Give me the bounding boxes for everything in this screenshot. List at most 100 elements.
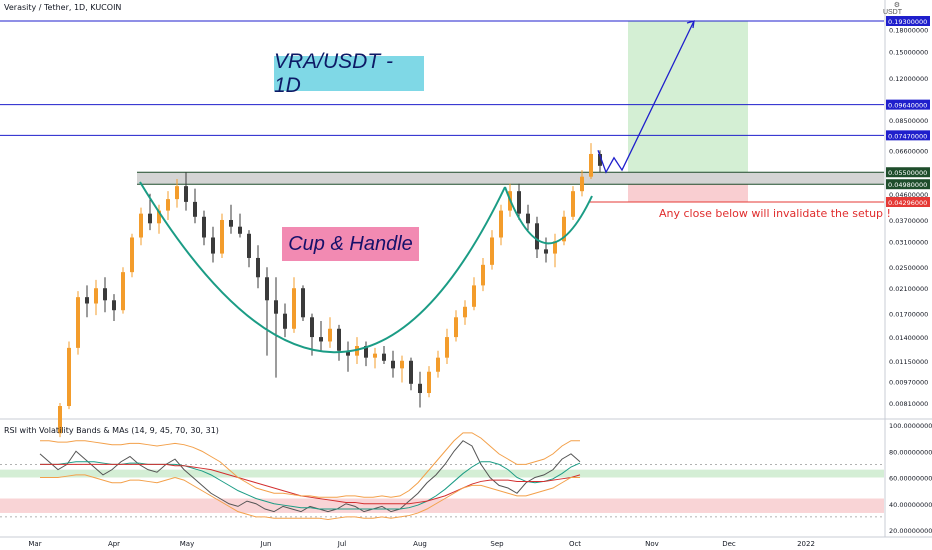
candle: [184, 186, 188, 202]
candle: [319, 337, 323, 342]
candle: [364, 346, 368, 358]
candle: [499, 210, 503, 238]
price-label-text: 0.04980000: [888, 181, 927, 189]
candle: [193, 201, 197, 217]
candle: [67, 347, 71, 407]
price-label-text: 0.09640000: [888, 102, 927, 110]
price-label-text: 0.19300000: [888, 18, 927, 26]
price-tick: 0.08500000: [889, 117, 928, 125]
rsi-tick: 40.00000000: [889, 501, 932, 509]
candle: [103, 288, 107, 301]
candle: [598, 153, 602, 166]
price-tick: 0.18000000: [889, 26, 928, 34]
candle: [175, 186, 179, 200]
price-tick: 0.01150000: [889, 358, 928, 366]
candle: [139, 213, 143, 238]
candle: [256, 257, 260, 278]
candle: [526, 213, 530, 224]
candle: [346, 350, 350, 356]
price-tick: 0.01700000: [889, 311, 928, 319]
price-label-target-2: [886, 99, 930, 110]
candle: [454, 317, 458, 338]
price-tick: 0.15000000: [889, 48, 928, 56]
rsi-header: RSI with Volatility Bands & MAs (14, 9, …: [4, 426, 219, 435]
candle: [472, 285, 476, 307]
candle: [463, 306, 467, 318]
candle: [274, 300, 278, 314]
candle: [202, 216, 206, 238]
candle: [436, 357, 440, 372]
price-tick: 0.01400000: [889, 334, 928, 342]
handle-curve: [504, 186, 593, 245]
price-label-text: 0.05500000: [888, 169, 927, 177]
candle: [553, 241, 557, 254]
time-label: Sep: [490, 540, 504, 548]
time-label: Mar: [28, 540, 41, 548]
candle: [220, 219, 224, 254]
target-zone: [628, 21, 748, 173]
price-label-neckline: [886, 179, 930, 190]
candle: [517, 191, 521, 214]
candle: [148, 213, 152, 224]
candle: [445, 337, 449, 358]
price-label-resistance: [886, 167, 930, 178]
candle: [292, 288, 296, 329]
candle: [571, 191, 575, 217]
candle: [427, 371, 431, 394]
time-label: 2022: [797, 540, 815, 548]
cup-curve: [139, 181, 506, 354]
candle: [409, 360, 413, 384]
candle: [166, 199, 170, 211]
gear-icon[interactable]: ⚙: [893, 2, 900, 9]
time-label: Apr: [108, 540, 120, 548]
time-label: Oct: [569, 540, 581, 548]
candle: [373, 353, 377, 358]
candle: [85, 297, 89, 304]
candle: [400, 360, 404, 369]
candle: [562, 216, 566, 242]
time-label: Dec: [722, 540, 736, 548]
grid: [0, 0, 932, 538]
time-axis: Mar Apr May Jun Jul Aug Sep Oct Nov Dec 2022: [28, 540, 815, 548]
candle: [112, 300, 116, 311]
candle: [94, 288, 98, 304]
price-label-target-3: [886, 16, 930, 26]
candle: [211, 237, 215, 254]
resistance-zone: [137, 172, 884, 185]
candle: [337, 328, 341, 351]
rsi-series-rsi: [39, 440, 581, 513]
candle: [247, 233, 251, 258]
price-tick: 0.02500000: [889, 264, 928, 272]
candle: [481, 264, 485, 286]
price-tick: 0.12000000: [889, 75, 928, 83]
rsi-series-lower-band: [40, 474, 580, 521]
projection-path: [597, 20, 695, 174]
candle: [310, 317, 314, 338]
projection: [597, 20, 695, 174]
pattern-annotation: Cup & Handle: [282, 227, 419, 261]
candle: [382, 353, 386, 361]
price-tick: 0.03700000: [889, 217, 928, 225]
candle: [229, 219, 233, 227]
price-label-text: 0.07470000: [888, 132, 927, 140]
candle: [418, 383, 422, 394]
price-tick: 0.00970000: [889, 378, 928, 386]
warning-annotation: Any close below will invalidate the setu…: [659, 207, 891, 220]
price-label-text: 0.04296000: [888, 199, 927, 207]
time-label: Jul: [337, 540, 347, 548]
rsi-tick: 20.00000000: [889, 527, 932, 535]
candle: [535, 223, 539, 250]
candle: [76, 297, 80, 348]
risk-zone: [628, 184, 748, 203]
rsi-series-upper-band: [40, 432, 580, 498]
candle: [580, 176, 584, 192]
price-tick: 0.02100000: [889, 285, 928, 293]
candle: [121, 272, 125, 311]
candle: [265, 277, 269, 301]
candle: [328, 328, 332, 342]
rsi-tick: 80.00000000: [889, 448, 932, 456]
currency-label[interactable]: USDT: [882, 9, 902, 16]
projection-arrowhead: [686, 20, 695, 29]
